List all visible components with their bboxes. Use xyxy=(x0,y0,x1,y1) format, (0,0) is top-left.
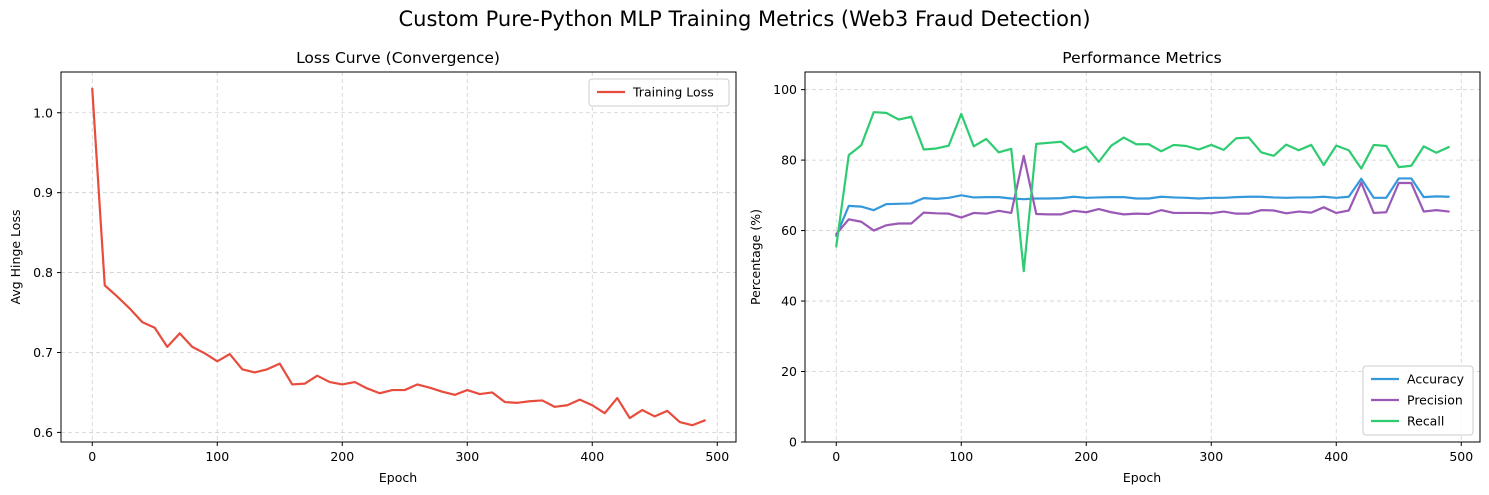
metrics-series-line-accuracy xyxy=(835,177,1450,237)
loss-chart-ticks: 0 100 200 300 400 500 0.6 0.7 0.8 0.9 1.0 xyxy=(33,105,729,464)
metrics-ytick-label: 60 xyxy=(781,223,797,238)
loss-xtick-label: 200 xyxy=(330,449,354,464)
metrics-legend-label: Precision xyxy=(1407,393,1463,408)
metrics-xtick-label: 400 xyxy=(1324,449,1348,464)
metrics-chart-lines xyxy=(835,111,1450,273)
metrics-chart-legend: Accuracy Precision Recall xyxy=(1362,365,1474,436)
loss-xtick-label: 100 xyxy=(205,449,229,464)
loss-chart-grid xyxy=(61,72,736,442)
loss-legend-box xyxy=(588,78,730,107)
loss-chart: Loss Curve (Convergence) Epoch Avg Hinge… xyxy=(8,49,737,485)
figure-suptitle: Custom Pure-Python MLP Training Metrics … xyxy=(398,7,1090,31)
loss-ytick-label: 0.8 xyxy=(33,265,53,280)
metrics-ytick-label: 80 xyxy=(781,153,797,168)
metrics-legend-box xyxy=(1362,365,1474,436)
metrics-series-line-precision xyxy=(835,154,1450,236)
loss-ytick-label: 0.6 xyxy=(33,425,53,440)
metrics-chart-frame xyxy=(804,71,1481,443)
metrics-legend-label: Accuracy xyxy=(1407,372,1465,387)
metrics-ytick-label: 100 xyxy=(773,82,797,97)
loss-series-line-training-loss xyxy=(91,87,706,427)
metrics-xtick-label: 300 xyxy=(1199,449,1223,464)
metrics-chart-ticks: 0 100 200 300 400 500 0 20 40 60 80 100 xyxy=(773,82,1473,464)
loss-xtick-label: 500 xyxy=(705,449,729,464)
loss-ytick-label: 1.0 xyxy=(33,105,53,120)
loss-xtick-label: 300 xyxy=(455,449,479,464)
loss-chart-lines xyxy=(91,87,706,427)
metrics-xtick-label: 500 xyxy=(1449,449,1473,464)
metrics-xtick-label: 200 xyxy=(1074,449,1098,464)
metrics-chart: Performance Metrics Epoch Percentage (%)… xyxy=(748,49,1481,485)
metrics-ytick-label: 0 xyxy=(789,435,797,450)
metrics-xtick-label: 0 xyxy=(832,449,840,464)
metrics-xtick-label: 100 xyxy=(949,449,973,464)
metrics-ytick-label: 40 xyxy=(781,294,797,309)
loss-chart-frame xyxy=(60,71,737,443)
metrics-chart-title: Performance Metrics xyxy=(1062,49,1221,67)
metrics-ytick-label: 20 xyxy=(781,364,797,379)
metrics-legend-label: Recall xyxy=(1407,414,1444,429)
loss-chart-ylabel: Avg Hinge Loss xyxy=(8,210,23,305)
metrics-chart-ylabel: Percentage (%) xyxy=(748,209,763,305)
loss-chart-xlabel: Epoch xyxy=(379,470,417,485)
metrics-chart-xlabel: Epoch xyxy=(1123,470,1161,485)
loss-ytick-label: 0.7 xyxy=(33,345,53,360)
loss-xtick-label: 0 xyxy=(88,449,96,464)
loss-chart-title: Loss Curve (Convergence) xyxy=(296,49,500,67)
metrics-series-line-recall xyxy=(835,111,1450,273)
loss-legend-label: Training Loss xyxy=(632,85,714,100)
loss-xtick-label: 400 xyxy=(580,449,604,464)
loss-chart-legend: Training Loss xyxy=(588,78,730,107)
loss-ytick-label: 0.9 xyxy=(33,185,53,200)
